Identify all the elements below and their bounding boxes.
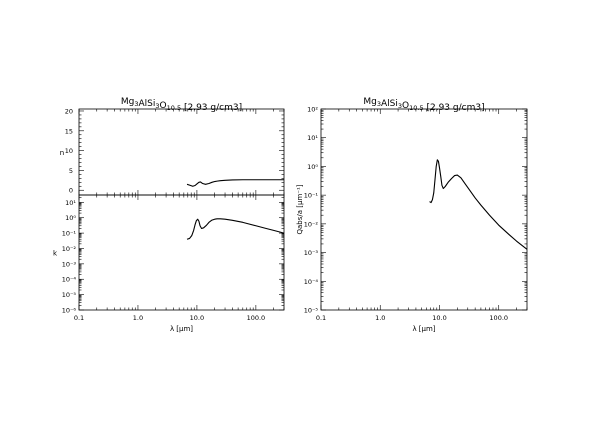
y-tick-label: 10⁻² — [304, 220, 319, 228]
y-tick-label: 10⁻⁴ — [62, 276, 77, 284]
y-tick-label: 5 — [69, 167, 73, 175]
x-tick-label: 1.0 — [375, 314, 385, 322]
y-tick-label: 10⁻⁵ — [304, 307, 319, 315]
y-axis-label: Qabs/a [μm⁻¹] — [296, 184, 304, 234]
y-tick-label: 10⁻⁴ — [304, 278, 319, 286]
y-tick-label: 10⁻⁵ — [62, 291, 77, 299]
y-tick-label: 10⁻² — [62, 245, 77, 253]
y-tick-label: 10⁰ — [65, 214, 76, 222]
x-tick-label: 100.0 — [247, 314, 266, 322]
y-axis-label: n — [60, 149, 64, 157]
y-tick-label: 10⁻¹ — [62, 230, 77, 238]
y-tick-label: 20 — [65, 107, 73, 115]
x-tick-label: 0.1 — [74, 314, 84, 322]
y-tick-label: 10⁻⁶ — [62, 307, 77, 315]
y-tick-label: 10¹ — [307, 134, 318, 142]
y-tick-label: 10⁰ — [307, 163, 318, 171]
y-tick-label: 10⁻¹ — [304, 192, 319, 200]
plot-frame-k — [78, 194, 285, 311]
x-tick-label: 10.0 — [432, 314, 446, 322]
x-tick-label: 0.1 — [316, 314, 326, 322]
y-tick-label: 10⁻³ — [62, 260, 77, 268]
x-axis-label: λ [μm] — [170, 325, 193, 333]
y-tick-label: 10 — [65, 147, 73, 155]
y-tick-label: 10¹ — [65, 199, 76, 207]
data-line — [186, 218, 285, 240]
y-tick-label: 0 — [69, 187, 73, 195]
data-line — [429, 159, 528, 250]
y-axis-label: k — [53, 250, 58, 258]
plot-title: Mg3AlSi3O10.5 [2.93 g/cm3] — [121, 97, 242, 113]
x-tick-label: 1.0 — [133, 314, 143, 322]
plot-title: Mg3AlSi3O10.5 [2.93 g/cm3] — [363, 97, 484, 113]
y-tick-label: 15 — [65, 127, 73, 135]
plot-frame-qabs — [320, 108, 528, 311]
x-tick-label: 10.0 — [190, 314, 204, 322]
x-axis-label: λ [μm] — [412, 325, 435, 333]
y-tick-label: 10⁻³ — [304, 249, 319, 257]
data-line — [186, 179, 284, 187]
y-tick-label: 10² — [307, 106, 318, 114]
x-tick-label: 100.0 — [489, 314, 508, 322]
